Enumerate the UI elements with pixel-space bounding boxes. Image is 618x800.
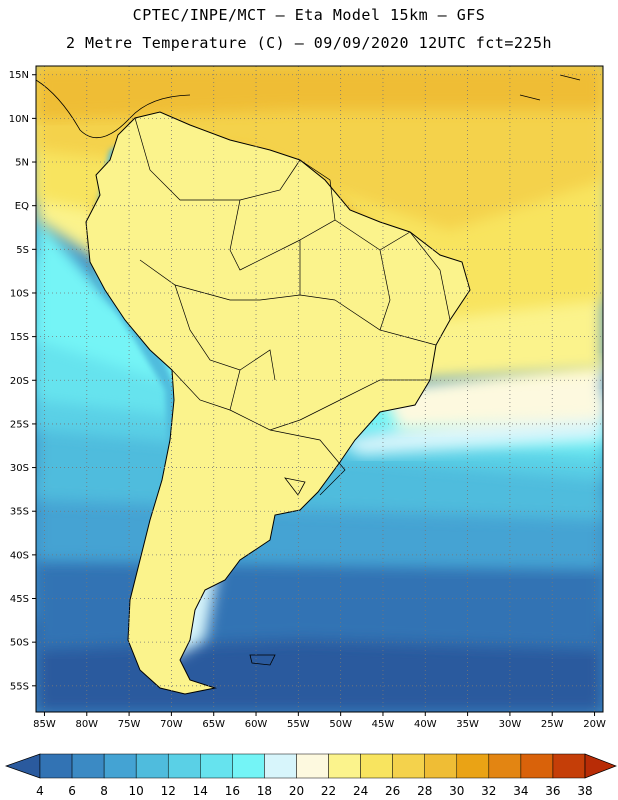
lat-tick-label: 10N <box>9 114 29 125</box>
colorbar-label: 12 <box>161 784 176 798</box>
colorbar-swatch <box>232 753 265 779</box>
colorbar: 4 6 8 10 12 14 16 18 20 22 24 26 28 30 32 34 36 38 <box>4 753 617 798</box>
lat-tick-label: 25S <box>10 419 29 430</box>
colorbar-swatch <box>360 753 393 779</box>
lon-tick-label: 50W <box>329 719 352 730</box>
colorbar-label: 4 <box>36 784 44 798</box>
lon-tick-label: 25W <box>541 719 564 730</box>
lon-tick-label: 20W <box>583 719 606 730</box>
lon-tick-label: 35W <box>456 719 479 730</box>
colorbar-swatch <box>200 753 233 779</box>
lon-tick-label: 80W <box>75 719 98 730</box>
colorbar-label: 20 <box>289 784 304 798</box>
latitude-axis: 15N 10N 5N EQ 5S 10S 15S 20S 25S 30S 35S 40S 45S 50S 5… <box>9 70 36 692</box>
map-subtitle: 2 Metre Temperature (C) – 09/09/2020 12U… <box>65 34 553 52</box>
lon-tick-label: 70W <box>160 719 183 730</box>
lon-tick-label: 60W <box>245 719 268 730</box>
lat-tick-label: 10S <box>10 288 29 299</box>
colorbar-label: 36 <box>545 784 560 798</box>
lon-tick-label: 75W <box>118 719 141 730</box>
lon-tick-label: 85W <box>33 719 56 730</box>
colorbar-label: 14 <box>193 784 208 798</box>
colorbar-label: 38 <box>577 784 592 798</box>
lat-tick-label: 5N <box>15 158 29 169</box>
lat-tick-label: 35S <box>10 507 29 518</box>
colorbar-swatch <box>328 753 361 779</box>
colorbar-swatch <box>264 753 297 779</box>
map-field <box>36 66 603 712</box>
longitude-axis: 85W 80W 75W 70W 65W 60W 55W 50W 45W 40W 35W 30W 25W 2… <box>33 712 606 730</box>
lon-tick-label: 65W <box>202 719 225 730</box>
colorbar-arrow-high <box>584 753 617 779</box>
lat-tick-label: 30S <box>10 463 29 474</box>
colorbar-label: 16 <box>225 784 240 798</box>
colorbar-label: 10 <box>129 784 144 798</box>
colorbar-label: 28 <box>417 784 432 798</box>
lon-tick-label: 30W <box>499 719 522 730</box>
lat-tick-label: 15N <box>9 70 29 81</box>
lon-tick-label: 55W <box>287 719 310 730</box>
colorbar-swatch <box>167 753 201 779</box>
lat-tick-label: 20S <box>10 376 29 387</box>
colorbar-swatch <box>103 753 137 779</box>
lat-tick-label: 15S <box>10 332 29 343</box>
lat-tick-label: 5S <box>16 245 29 256</box>
lat-tick-label: 50S <box>10 638 29 649</box>
colorbar-label: 22 <box>321 784 336 798</box>
colorbar-swatch <box>296 753 329 779</box>
colorbar-swatch <box>424 753 458 779</box>
colorbar-label: 26 <box>385 784 400 798</box>
lat-tick-label: 45S <box>10 594 29 605</box>
lon-tick-label: 40W <box>414 719 437 730</box>
lat-tick-label: EQ <box>15 201 29 212</box>
colorbar-label: 8 <box>100 784 108 798</box>
lat-tick-label: 55S <box>10 681 29 692</box>
colorbar-label: 34 <box>513 784 528 798</box>
colorbar-label: 32 <box>481 784 496 798</box>
colorbar-label: 6 <box>68 784 76 798</box>
colorbar-label: 24 <box>353 784 368 798</box>
colorbar-swatch <box>71 753 105 779</box>
colorbar-arrow-low <box>4 753 41 779</box>
colorbar-swatch <box>552 753 586 779</box>
colorbar-swatch <box>39 753 73 779</box>
colorbar-label: 30 <box>449 784 464 798</box>
lon-tick-label: 45W <box>372 719 395 730</box>
graticule <box>36 66 603 712</box>
lat-tick-label: 40S <box>10 550 29 561</box>
map-title: CPTEC/INPE/MCT – Eta Model 15km – GFS <box>132 6 486 24</box>
colorbar-label: 18 <box>257 784 272 798</box>
colorbar-swatch <box>520 753 554 779</box>
colorbar-swatch <box>488 753 522 779</box>
colorbar-swatch <box>456 753 490 779</box>
map-frame <box>35 65 604 713</box>
colorbar-swatch <box>135 753 169 779</box>
colorbar-swatch <box>392 753 425 779</box>
